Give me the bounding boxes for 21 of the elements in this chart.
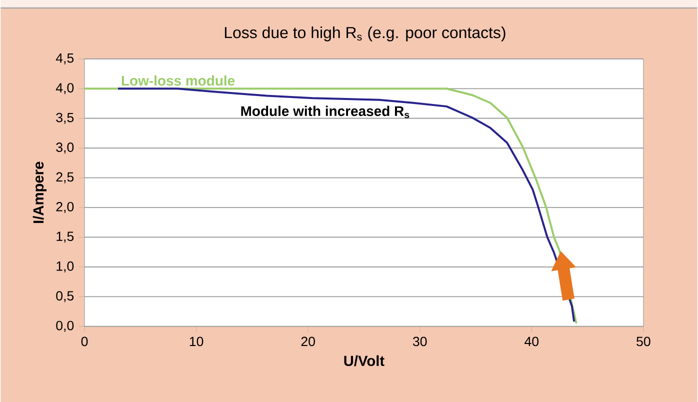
y-tick-label: 4,5 (56, 53, 74, 64)
y-tick-label: 2,5 (56, 172, 74, 184)
y-tick-label: 1,5 (56, 232, 74, 243)
x-axis-title: U/Volt (344, 355, 384, 366)
x-tick-label: 50 (636, 336, 650, 346)
y-tick-label: 2,0 (56, 202, 74, 213)
y-axis-title: I/Ampere (32, 162, 46, 223)
y-tick-label: 1,0 (56, 261, 74, 272)
x-tick-label: 0 (81, 336, 88, 346)
y-tick-label: 4,0 (56, 83, 74, 94)
y-tick-label: 0,0 (56, 320, 74, 332)
y-tick-label: 3,0 (56, 142, 74, 154)
x-tick-label: 30 (412, 336, 427, 346)
series-label: Module with increased R$_{s}$ (241, 106, 410, 118)
y-tick-label: 3,5 (56, 112, 74, 124)
x-tick-label: 20 (301, 336, 315, 346)
x-tick-label: 10 (190, 336, 204, 346)
y-tick-label: 0,5 (56, 291, 74, 302)
chart-title: Loss due to high R$_{s}$ (e.g. poor contacts) (224, 26, 506, 42)
series-label: Low-loss module (122, 75, 235, 86)
x-tick-label: 40 (524, 336, 539, 346)
